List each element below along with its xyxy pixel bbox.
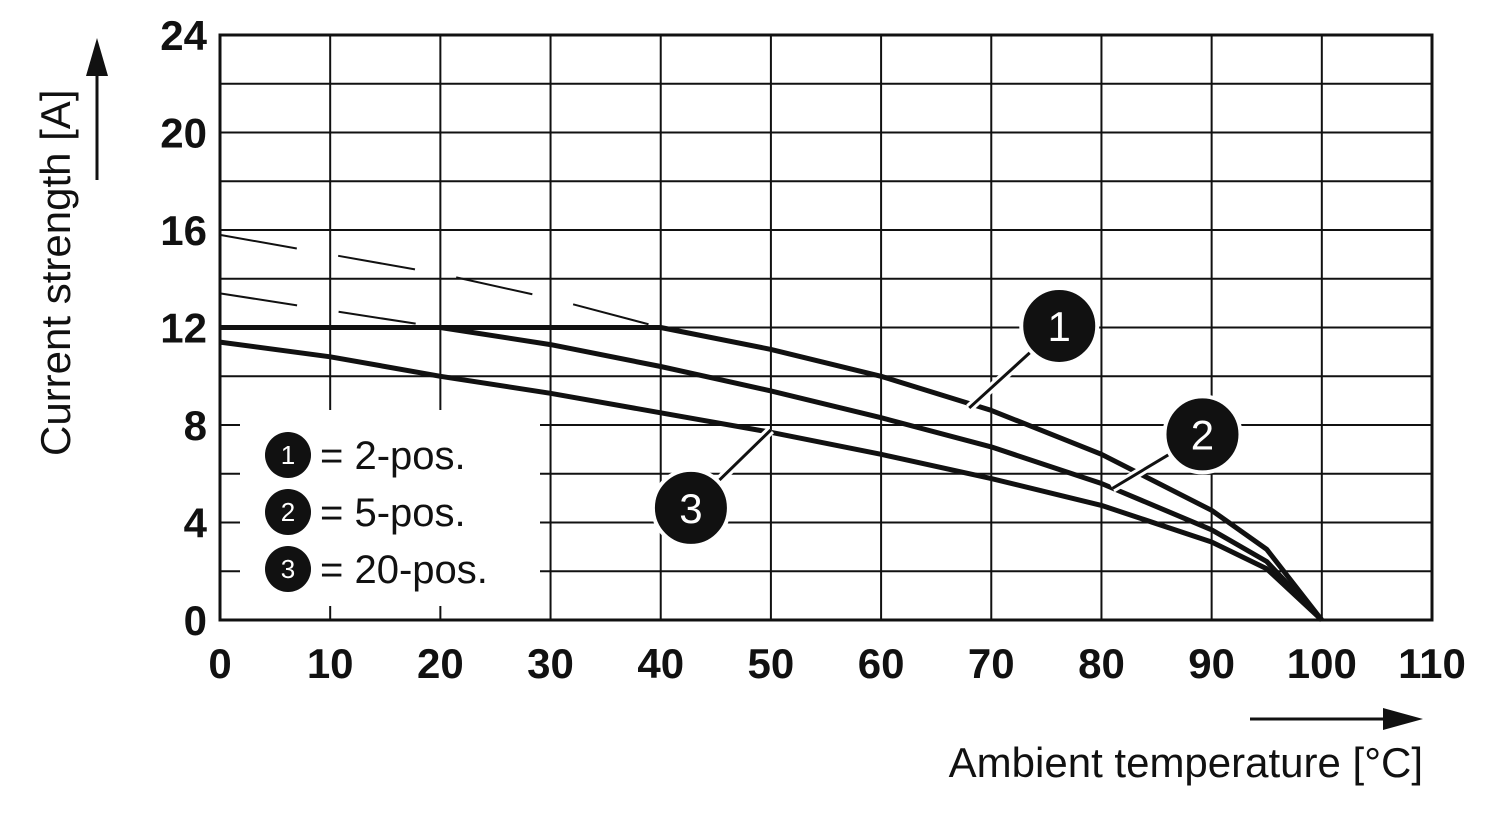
y-axis-arrow-head [86, 38, 108, 76]
callout-marker-1 [1019, 285, 1100, 366]
callout-marker-number: 1 [1048, 303, 1071, 350]
series-dashed-line-2 [219, 292, 441, 329]
series-line-2 [440, 325, 1324, 622]
series-dashed-line-1 [219, 233, 661, 329]
y-tick-label: 4 [184, 500, 208, 547]
callout-marker-number: 2 [1191, 411, 1214, 458]
legend: 1 = 2-pos. 2 = 5-pos. 3 = 20-pos. [240, 410, 540, 606]
y-tick-label: 24 [160, 12, 207, 59]
callout-leader-line [717, 428, 772, 483]
legend-marker-1 [265, 432, 311, 478]
x-tick-label: 100 [1287, 640, 1357, 687]
y-tick-label: 8 [184, 402, 207, 449]
x-tick-label: 30 [527, 640, 574, 687]
x-tick-label: 80 [1078, 640, 1125, 687]
x-tick-label: 50 [748, 640, 795, 687]
x-tick-label: 60 [858, 640, 905, 687]
x-axis-arrow-head [1383, 708, 1423, 730]
legend-marker-number: 2 [281, 497, 295, 527]
callout-marker-2 [1162, 394, 1243, 475]
legend-marker-number: 3 [281, 554, 295, 584]
y-tick-label: 12 [160, 305, 207, 352]
legend-label: = 5-pos. [320, 491, 466, 535]
x-tick-label: 0 [208, 640, 231, 687]
y-tick-label: 0 [184, 597, 207, 644]
x-tick-label: 70 [968, 640, 1015, 687]
legend-marker-3 [265, 546, 311, 592]
callout-leader-line [968, 350, 1033, 410]
x-tick-label: 40 [637, 640, 684, 687]
callout-marker-number: 3 [679, 485, 702, 532]
legend-marker-2 [265, 489, 311, 535]
x-tick-label: 110 [1398, 640, 1466, 687]
callout-marker-3 [650, 467, 731, 548]
y-tick-label: 20 [160, 110, 207, 157]
series-line-3 [219, 339, 1324, 622]
x-tick-label: 10 [307, 640, 354, 687]
callout-leader-line [1111, 452, 1171, 490]
legend-marker-number: 1 [281, 440, 295, 470]
x-tick-label: 20 [417, 640, 464, 687]
x-tick-label: 90 [1188, 640, 1235, 687]
y-axis-title: Current strength [A] [32, 90, 79, 457]
legend-label: = 20-pos. [320, 548, 488, 592]
y-tick-label: 16 [160, 207, 207, 254]
series-line-1 [220, 325, 1324, 622]
x-axis-title: Ambient temperature [°C] [949, 739, 1423, 786]
legend-label: = 2-pos. [320, 434, 466, 478]
